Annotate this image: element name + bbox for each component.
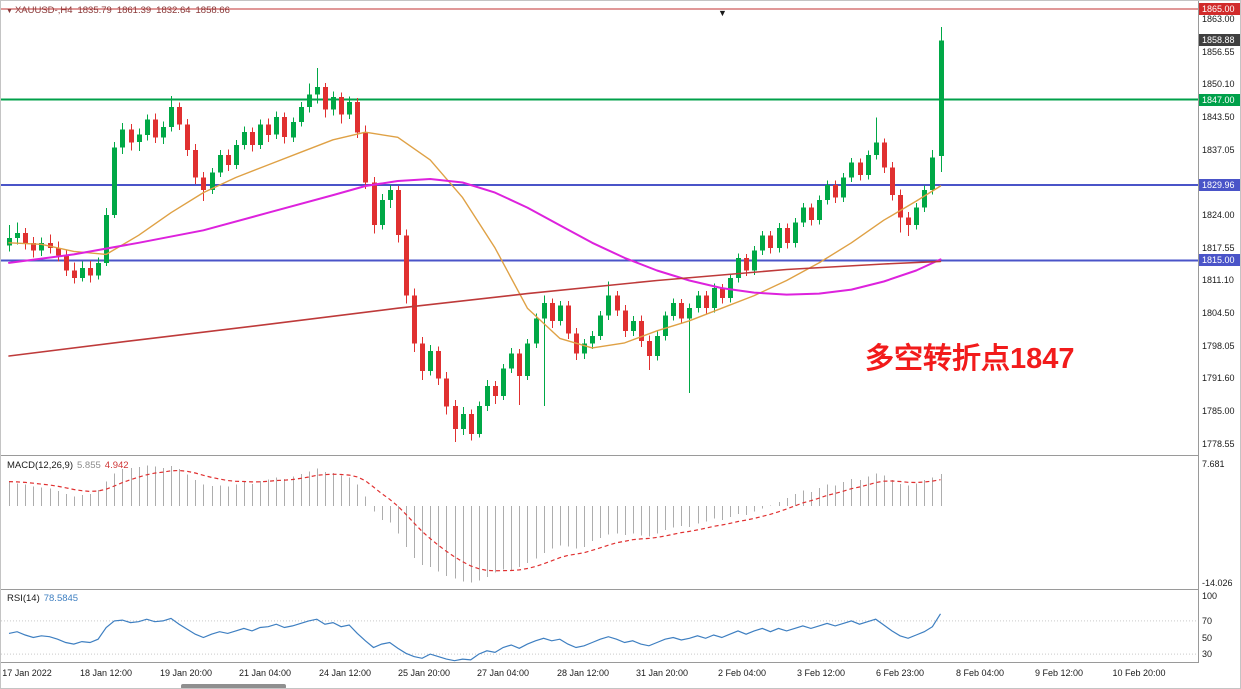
price-tick: 1798.05 — [1202, 341, 1235, 351]
time-tick: 28 Jan 12:00 — [556, 668, 610, 678]
price-tick: 1843.50 — [1202, 112, 1235, 122]
time-tick: 19 Jan 20:00 — [159, 668, 213, 678]
price-badge-1865.00: 1865.00 — [1199, 3, 1240, 15]
time-tick: 8 Feb 04:00 — [955, 668, 1005, 678]
rsi-header: RSI(14) 78.5845 — [7, 593, 82, 604]
time-tick: 27 Jan 04:00 — [476, 668, 530, 678]
horizontal-scrollbar[interactable] — [1, 683, 1240, 688]
price-tick: 1785.00 — [1202, 406, 1235, 416]
time-tick: 2 Feb 04:00 — [717, 668, 767, 678]
time-tick: 24 Jan 12:00 — [318, 668, 372, 678]
macd-label: MACD(12,26,9) — [7, 460, 73, 471]
price-tick: 1856.55 — [1202, 47, 1235, 57]
ma-fast-line — [8, 131, 942, 349]
time-tick: 10 Feb 20:00 — [1112, 668, 1166, 678]
time-tick: 18 Jan 12:00 — [79, 668, 133, 678]
rsi-label: RSI(14) — [7, 593, 40, 604]
symbol-marker-icon: ▼ — [6, 8, 13, 15]
time-tick: 9 Feb 12:00 — [1034, 668, 1084, 678]
price-tick: 1863.00 — [1202, 14, 1235, 24]
rsi-value: 78.5845 — [43, 593, 79, 604]
price-tick: 1837.05 — [1202, 145, 1235, 155]
price-tick: 1804.50 — [1202, 308, 1235, 318]
price-tick: 1824.00 — [1202, 210, 1235, 220]
price-tick: 1850.10 — [1202, 79, 1235, 89]
ma-slow-line — [8, 178, 942, 296]
ohlc-header: ▼ XAUUSD-,H4 1835.79 1861.39 1832.64 1858.66 — [6, 5, 235, 16]
rsi-canvas[interactable] — [1, 590, 1198, 662]
macd-axis-max: 7.681 — [1202, 459, 1225, 469]
rsi-axis-tick: 100 — [1202, 591, 1218, 601]
macd-signal-value: 4.942 — [104, 460, 129, 471]
rsi-axis-tick: 30 — [1202, 649, 1213, 659]
time-tick: 25 Jan 20:00 — [397, 668, 451, 678]
macd-signal-line — [8, 469, 941, 572]
close-value: 1858.66 — [195, 5, 230, 16]
pane-separator[interactable] — [1, 589, 1240, 590]
down-arrow-marker: ▼ — [718, 8, 727, 18]
time-tick: 3 Feb 12:00 — [796, 668, 846, 678]
symbol-timeframe-label: XAUUSD-,H4 — [14, 5, 73, 16]
rsi-line — [8, 613, 942, 662]
pane-separator[interactable] — [1, 455, 1240, 456]
price-badge-1858.88: 1858.88 — [1199, 34, 1240, 46]
macd-axis-min: -14.026 — [1202, 578, 1233, 588]
time-tick: 21 Jan 04:00 — [238, 668, 292, 678]
time-tick: 31 Jan 20:00 — [635, 668, 689, 678]
chart-annotation[interactable]: 多空转折点1847 — [865, 343, 1075, 375]
macd-main-value: 5.855 — [77, 460, 101, 471]
price-tick: 1811.10 — [1202, 275, 1234, 285]
pane-separator — [1, 662, 1240, 663]
price-badge-1847.00: 1847.00 — [1199, 94, 1240, 106]
open-value: 1835.79 — [77, 5, 112, 16]
macd-header: MACD(12,26,9) 5.855 4.942 — [7, 460, 133, 471]
price-badge-1815.00: 1815.00 — [1199, 254, 1240, 266]
price-tick: 1778.55 — [1202, 439, 1235, 449]
price-tick: 1791.60 — [1202, 373, 1235, 383]
price-badge-1829.96: 1829.96 — [1199, 179, 1240, 191]
macd-canvas[interactable] — [1, 456, 1198, 589]
time-axis[interactable]: 17 Jan 2022 18 Jan 12:00 19 Jan 20:00 21 Ja… — [1, 663, 1240, 683]
time-tick: 6 Feb 23:00 — [875, 668, 925, 678]
rsi-axis-tick: 70 — [1202, 616, 1213, 626]
main-chart-canvas[interactable] — [1, 1, 1198, 455]
ma-long-line — [8, 260, 942, 357]
time-tick: 17 Jan 2022 — [2, 668, 52, 678]
price-tick: 1817.55 — [1202, 243, 1235, 253]
price-axis[interactable]: 1863.00 1856.55 1850.10 1843.50 1837.05 1824.… — [1198, 1, 1240, 683]
scrollbar-thumb[interactable] — [181, 684, 286, 688]
high-value: 1861.39 — [116, 5, 152, 16]
rsi-axis-tick: 50 — [1202, 633, 1213, 643]
low-value: 1832.64 — [156, 5, 191, 16]
